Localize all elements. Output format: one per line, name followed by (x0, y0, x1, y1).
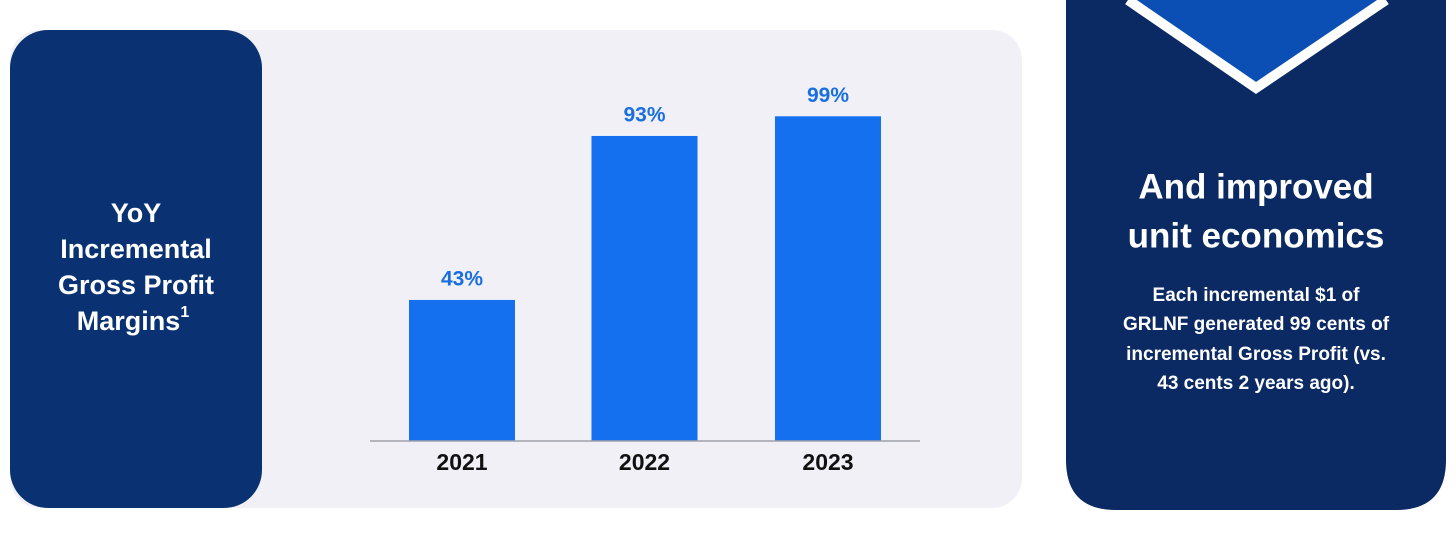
right-panel (1066, 0, 1446, 510)
chart-card (10, 30, 1022, 508)
right-heading: unit economics (1128, 216, 1385, 255)
bar (409, 299, 515, 441)
plot: 2021 43% 2022 93% 2023 99% (409, 84, 881, 475)
right-body: GRLNF generated 99 cents of (1123, 314, 1390, 335)
value-label: 99% (807, 84, 849, 107)
right-body: 43 cents 2 years ago). (1157, 373, 1355, 394)
panel-title: Margins (77, 306, 181, 336)
panel-title: Gross Profit (58, 270, 214, 300)
right-body: Each incremental $1 of (1153, 285, 1361, 306)
footnote-mark: 1 (180, 304, 189, 321)
value-label: 43% (441, 268, 483, 291)
x-tick-label: 2022 (619, 449, 670, 475)
chevron (1125, 0, 1389, 95)
value-label: 93% (623, 104, 665, 127)
x-tick-label: 2021 (436, 449, 487, 475)
right-heading: And improved (1138, 167, 1373, 206)
panel-title: Incremental (60, 234, 212, 264)
right-body: incremental Gross Profit (vs. (1126, 344, 1386, 365)
left-panel (10, 30, 262, 508)
bar (591, 135, 698, 441)
panel-title: Margins1 (77, 304, 190, 336)
panel-title: YoY (111, 198, 162, 228)
x-tick-label: 2023 (802, 449, 853, 475)
bar (775, 116, 881, 441)
